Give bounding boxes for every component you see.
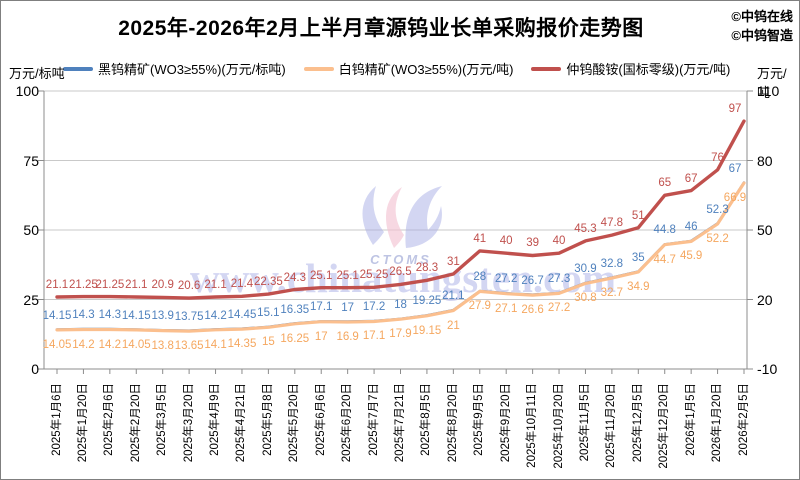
legend-swatch-red-icon — [531, 66, 562, 71]
x-axis-label: 2025年5月20日 — [288, 383, 301, 463]
x-axis-label: 2025年1月20日 — [76, 383, 89, 463]
watermark-logo-blue-right — [405, 186, 442, 248]
x-axis-label: 2025年2月20日 — [129, 383, 142, 463]
x-axis-label: 2025年6月20日 — [341, 383, 354, 463]
y-axis-tick-label-left: 25 — [23, 291, 39, 308]
x-axis-label: 2025年9月5日 — [473, 383, 486, 456]
right-axis-unit: 万元/吨 — [757, 66, 787, 100]
legend-item-apt: 仲钨酸铵(国标零级)(万元/吨) — [531, 59, 730, 78]
x-axis-label: 2026年1月5日 — [684, 383, 697, 456]
x-axis-label: 2026年2月5日 — [737, 383, 750, 456]
legend-label: 白钨精矿(WO3≥55%)(万元/吨) — [338, 62, 514, 77]
x-axis-label: 2025年12月20日 — [658, 383, 671, 469]
x-axis-label: 2025年7月7日 — [367, 383, 380, 456]
left-axis-unit: 万元/标吨 — [9, 66, 65, 81]
x-axis-label: 2025年6月6日 — [314, 383, 327, 456]
legend-label: 黑钨精矿(WO3≥55%)(万元/标吨) — [98, 62, 286, 77]
ammonium-paratungstate-line — [55, 119, 746, 300]
x-axis-label: 2025年11月5日 — [578, 383, 591, 462]
x-axis-label: 2025年3月5日 — [156, 383, 169, 456]
x-axis-label: 2025年12月5日 — [631, 383, 644, 463]
legend: 黑钨精矿(WO3≥55%)(万元/标吨) 白钨精矿(WO3≥55%)(万元/吨)… — [63, 59, 730, 78]
x-axis-label: 2025年4月21日 — [235, 383, 248, 463]
gridlines — [38, 90, 753, 374]
attribution: ©中钨在线 ©中钨智造 — [731, 7, 793, 45]
x-axis-label: 2025年3月20日 — [182, 383, 195, 463]
x-axis-label: 2025年2月6日 — [103, 383, 116, 456]
page-title: 2025年-2026年2月上半月章源钨业长单采购报价走势图 — [118, 17, 644, 40]
y-axis-tick-label-right: 20 — [757, 291, 773, 308]
legend-swatch-blue-icon — [63, 66, 93, 71]
x-axis-label: 2026年1月20日 — [711, 383, 724, 463]
legend-label: 仲钨酸铵(国标零级)(万元/吨) — [566, 62, 731, 77]
y-axis-tick-label-right: 50 — [757, 222, 773, 238]
legend-swatch-orange-icon — [303, 66, 334, 71]
attribution-line-2: ©中钨智造 — [731, 28, 793, 43]
white-tungsten-concentrate-line — [55, 181, 746, 333]
x-axis-label: 2025年11月20日 — [605, 383, 618, 468]
x-axis-label: 2025年4月9日 — [209, 383, 222, 456]
x-axis-label: 2025年8月20日 — [446, 383, 459, 463]
y-axis-tick-label-right: 80 — [757, 152, 773, 169]
y-axis-tick-label-right: -10 — [757, 361, 778, 377]
legend-item-white-tungsten: 白钨精矿(WO3≥55%)(万元/吨) — [303, 59, 514, 78]
x-axis-label: 2025年1月6日 — [50, 383, 63, 456]
x-axis-label: 2025年7月21日 — [394, 383, 406, 463]
legend-item-black-tungsten: 黑钨精矿(WO3≥55%)(万元/标吨) — [63, 59, 286, 78]
x-axis-label: 2025年9月20日 — [499, 383, 512, 463]
y-axis-tick-label-right: 110 — [757, 83, 780, 99]
x-axis-label: 2025年10月11日 — [526, 383, 539, 468]
x-axis-label: 2025年5月8日 — [261, 383, 274, 456]
x-axis-label: 2025年10月20日 — [552, 383, 565, 469]
watermark-logo-blue-left — [362, 186, 384, 245]
attribution-line-1: ©中钨在线 — [731, 9, 793, 24]
watermark-logo-text: CTOMS — [370, 252, 432, 267]
y-axis-tick-label-left: 75 — [23, 152, 39, 169]
series-lines — [55, 119, 746, 333]
y-axis-tick-label-left: 50 — [23, 222, 39, 238]
x-axis-label: 2025年8月5日 — [420, 383, 433, 456]
watermark-logo-pink — [386, 187, 404, 248]
y-axis-tick-label-left: 100 — [15, 83, 39, 99]
y-axis-tick-label-left: 0 — [31, 361, 39, 377]
